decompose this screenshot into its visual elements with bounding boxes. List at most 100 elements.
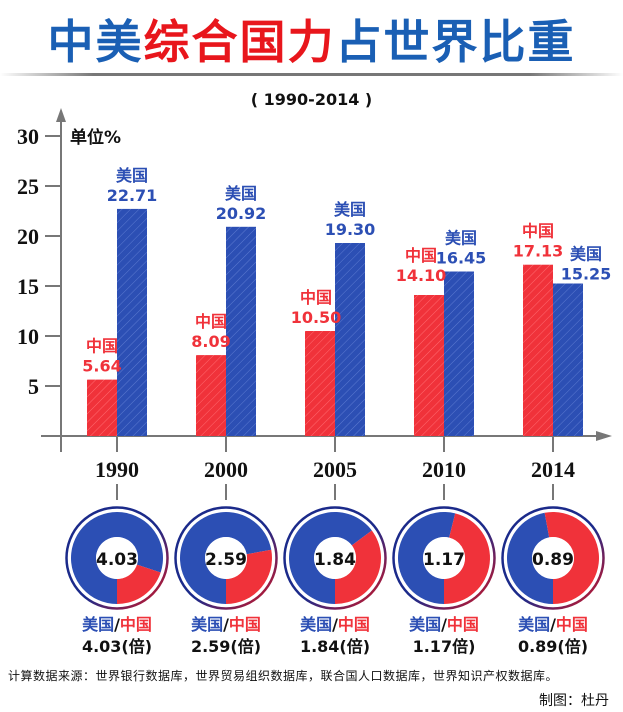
ratio-caption-value: 4.03(倍) [82, 637, 152, 656]
bar-china-name: 中国 [405, 246, 437, 265]
donut-outer-ring [65, 506, 169, 610]
ratio-label-china: 中国 [338, 615, 370, 634]
bar-china-value: 5.64 [82, 357, 121, 376]
ratio-donut: 2.59 美国/中国 2.59(倍) [174, 506, 278, 656]
y-tick-label: 30 [17, 124, 39, 149]
bar-usa-value: 15.25 [561, 265, 612, 284]
bar-usa-name: 美国 [445, 229, 477, 248]
donut-center-value: 4.03 [96, 550, 138, 570]
ratio-label-china: 中国 [447, 615, 479, 634]
bar-usa-name: 美国 [334, 200, 366, 219]
ratio-caption-value: 1.17倍) [413, 637, 476, 656]
donut-hole [532, 537, 574, 579]
bar-usa-name: 美国 [570, 245, 602, 264]
donut-center-value: 1.17 [423, 550, 465, 570]
donut-center-value: 2.59 [205, 550, 247, 570]
ratio-caption-value: 2.59(倍) [191, 637, 261, 656]
ratio-caption-label: 美国/中国 [518, 615, 588, 634]
donut-china-slice [544, 511, 599, 604]
x-tick-label: 2014 [531, 457, 575, 482]
donut-china-slice [226, 549, 272, 604]
donut-outer-ring [501, 506, 605, 610]
ratio-caption-value: 0.89(倍) [518, 637, 588, 656]
donut-hole [205, 537, 247, 579]
donut-usa-slice [71, 512, 163, 604]
bar-usa-value: 19.30 [325, 220, 376, 239]
credit: 制图：杜丹 [539, 693, 609, 709]
bar-usa-value: 22.71 [107, 186, 158, 205]
bar-china [414, 295, 444, 436]
donut-outer-ring [392, 506, 496, 610]
bar-usa [335, 243, 365, 436]
bar-china-name: 中国 [300, 288, 332, 307]
bar-china-value: 17.13 [513, 242, 564, 261]
ratio-label-china: 中国 [120, 615, 152, 634]
bars: 中国5.64美国22.71中国8.09美国20.92中国10.50美国19.30… [82, 166, 611, 436]
chart-title: 中美综合国力占世界比重 [0, 14, 623, 70]
chart-subtitle: ( 1990-2014 ) [250, 90, 373, 109]
title-part-3: 占世界比重 [335, 15, 576, 69]
x-tick-label: 2005 [313, 457, 357, 482]
bar-china [196, 355, 226, 436]
ratio-label-sep: / [441, 615, 447, 634]
ratio-donut: 0.89 美国/中国 0.89(倍) [501, 506, 605, 656]
ratio-caption-label: 美国/中国 [409, 615, 479, 634]
ratio-label-china: 中国 [229, 615, 261, 634]
donut-usa-slice [397, 512, 456, 605]
donut-hole [96, 537, 138, 579]
bar-china [87, 379, 117, 436]
ratio-donut: 1.17 美国/中国 1.17倍) [392, 506, 496, 656]
donut-center-value: 0.89 [532, 550, 574, 570]
y-axis-unit-label: 单位% [70, 127, 121, 148]
ratio-donut: 1.84 美国/中国 1.84(倍) [283, 506, 387, 656]
title-part-2: 综合国力 [143, 15, 336, 69]
bar-china [523, 264, 553, 436]
bar-usa-value: 20.92 [216, 204, 267, 223]
y-tick-label: 5 [28, 374, 39, 399]
title-divider [0, 73, 623, 76]
donut-hole [314, 537, 356, 579]
ratio-label-sep: / [332, 615, 338, 634]
ratio-label-sep: / [114, 615, 120, 634]
y-tick-label: 10 [17, 324, 39, 349]
ratio-label-usa: 美国 [82, 615, 114, 634]
ratio-caption-label: 美国/中国 [82, 615, 152, 634]
bar-usa-name: 美国 [116, 166, 148, 185]
y-tick-label: 20 [17, 224, 39, 249]
bar-china-name: 中国 [195, 312, 227, 331]
ratio-label-sep: / [223, 615, 229, 634]
donut-usa-slice [180, 511, 272, 604]
bar-china-name: 中国 [86, 337, 118, 356]
ratio-label-usa: 美国 [191, 615, 223, 634]
bar-usa [444, 271, 474, 436]
ratio-label-usa: 美国 [518, 615, 550, 634]
ratio-label-usa: 美国 [409, 615, 441, 634]
y-tick-label: 15 [17, 274, 39, 299]
ratio-caption-label: 美国/中国 [191, 615, 261, 634]
bar-usa [553, 283, 583, 436]
ratio-donut: 4.03 美国/中国 4.03(倍) [65, 506, 169, 656]
x-axis-arrow-icon [596, 431, 612, 441]
bar-usa-name: 美国 [225, 184, 257, 203]
donut-usa-slice [507, 512, 553, 604]
donut-outer-ring [283, 506, 387, 610]
bar-usa-value: 16.45 [436, 249, 487, 268]
donut-outer-ring [174, 506, 278, 610]
bar-china [305, 331, 335, 436]
donut-china-slice [335, 530, 382, 604]
title-part-1: 中美 [47, 15, 144, 69]
donut-china-slice [444, 513, 490, 604]
bar-china-value: 14.10 [396, 266, 447, 285]
bar-china-value: 10.50 [291, 308, 342, 327]
ratio-donuts: 4.03美国/中国4.03(倍)2.59美国/中国2.59(倍)1.84美国/中… [65, 506, 605, 656]
x-tick-label: 2000 [204, 457, 248, 482]
ratio-label-sep: / [550, 615, 556, 634]
ratio-label-china: 中国 [556, 615, 588, 634]
ratio-label-usa: 美国 [300, 615, 332, 634]
donut-hole [423, 537, 465, 579]
bar-usa [226, 226, 256, 436]
bar-china-name: 中国 [522, 222, 554, 241]
donut-center-value: 1.84 [314, 550, 356, 570]
bar-china-value: 8.09 [191, 332, 230, 351]
